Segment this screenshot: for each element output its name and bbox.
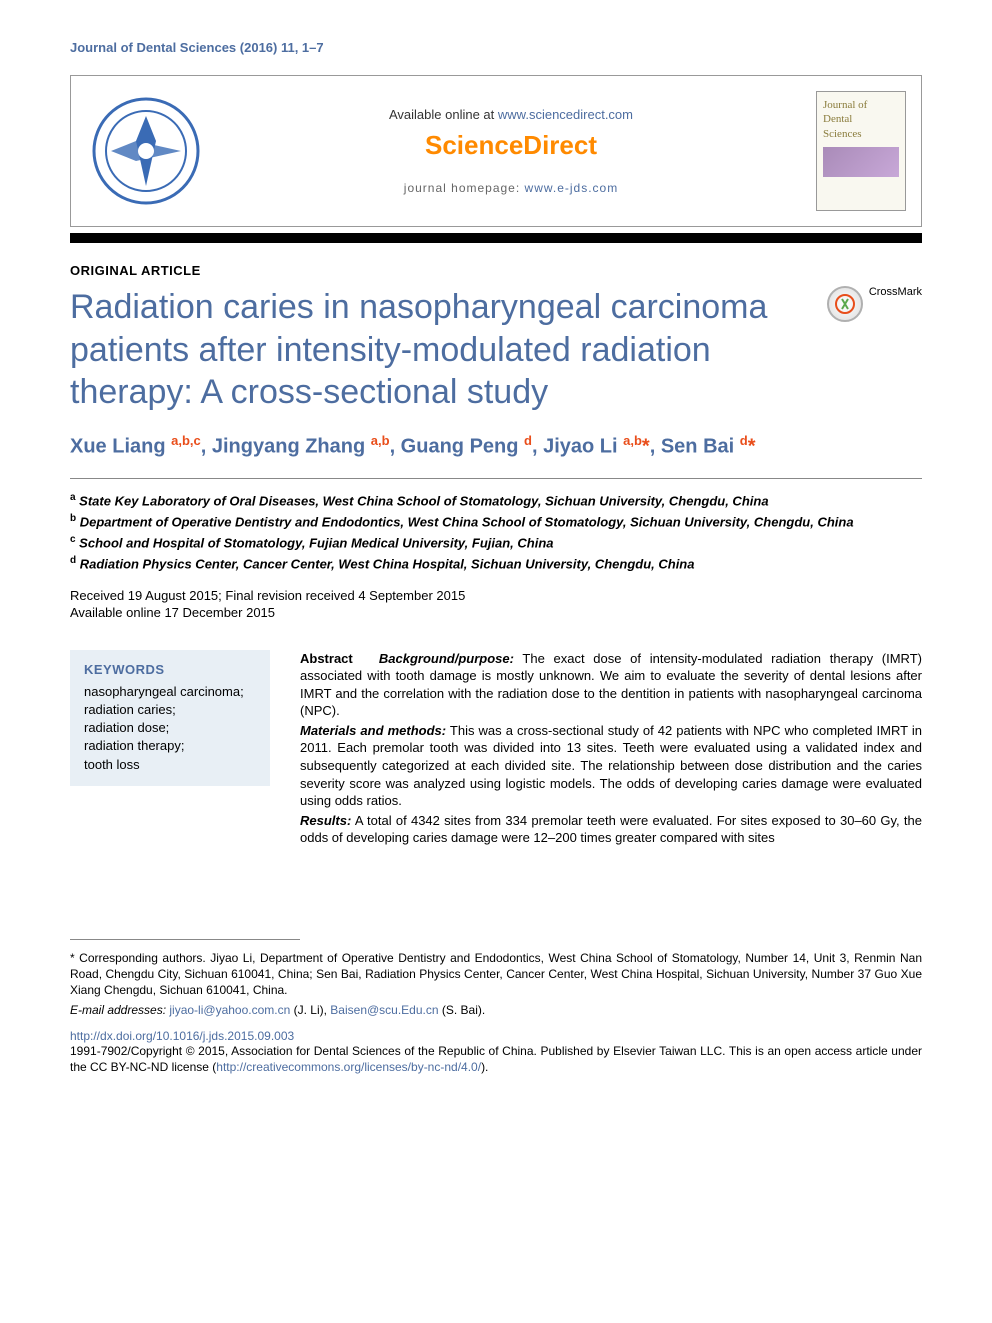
email-addresses: E-mail addresses: jiyao-li@yahoo.com.cn … bbox=[70, 1002, 922, 1018]
divider-bar bbox=[70, 233, 922, 243]
affiliation-item: c School and Hospital of Stomatology, Fu… bbox=[70, 533, 922, 552]
corresponding-author-note: * Corresponding authors. Jiyao Li, Depar… bbox=[70, 950, 922, 999]
abstract-background-head: Background/purpose: bbox=[379, 651, 514, 666]
email-label: E-mail addresses: bbox=[70, 1003, 169, 1017]
journal-cover-thumbnail: Journal of Dental Sciences bbox=[816, 91, 906, 211]
crossmark-badge[interactable]: CrossMark bbox=[827, 286, 922, 432]
sciencedirect-link[interactable]: www.sciencedirect.com bbox=[498, 107, 633, 122]
footnote-divider bbox=[70, 939, 300, 940]
dates-online: Available online 17 December 2015 bbox=[70, 605, 275, 620]
affiliation-item: d Radiation Physics Center, Cancer Cente… bbox=[70, 554, 922, 573]
article-dates: Received 19 August 2015; Final revision … bbox=[70, 587, 922, 622]
copyright-prefix: 1991-7902/Copyright © 2015, Association … bbox=[70, 1044, 922, 1074]
affiliations: a State Key Laboratory of Oral Diseases,… bbox=[70, 491, 922, 573]
article-type: ORIGINAL ARTICLE bbox=[70, 263, 922, 278]
crossmark-label: CrossMark bbox=[869, 286, 922, 298]
keyword-item: radiation therapy; bbox=[84, 737, 256, 755]
homepage-link[interactable]: www.e-jds.com bbox=[525, 181, 619, 195]
header-block: Available online at www.sciencedirect.co… bbox=[70, 75, 922, 227]
email-who-1: (J. Li), bbox=[290, 1003, 330, 1017]
affiliation-item: a State Key Laboratory of Oral Diseases,… bbox=[70, 491, 922, 510]
cover-image-placeholder bbox=[823, 147, 899, 177]
homepage-text: journal homepage: www.e-jds.com bbox=[226, 181, 796, 195]
journal-reference: Journal of Dental Sciences (2016) 11, 1–… bbox=[70, 40, 922, 55]
header-center: Available online at www.sciencedirect.co… bbox=[226, 91, 796, 211]
cover-title-line: Sciences bbox=[823, 128, 861, 140]
crossmark-icon bbox=[827, 286, 863, 322]
sciencedirect-brand: ScienceDirect bbox=[226, 130, 796, 161]
abstract-label: Abstract bbox=[300, 651, 353, 666]
cover-title-line: Dental bbox=[823, 113, 852, 125]
article-title: Radiation caries in nasopharyngeal carci… bbox=[70, 286, 797, 414]
copyright-suffix: ). bbox=[481, 1060, 488, 1074]
keywords-heading: KEYWORDS bbox=[84, 662, 256, 677]
cc-license-link[interactable]: http://creativecommons.org/licenses/by-n… bbox=[216, 1060, 481, 1074]
abstract-methods-head: Materials and methods: bbox=[300, 723, 446, 738]
dates-received: Received 19 August 2015; Final revision … bbox=[70, 588, 465, 603]
keyword-item: radiation caries; bbox=[84, 701, 256, 719]
keywords-box: KEYWORDS nasopharyngeal carcinoma;radiat… bbox=[70, 650, 270, 786]
homepage-prefix: journal homepage: bbox=[404, 181, 525, 195]
abstract: Abstract Background/purpose: The exact d… bbox=[300, 650, 922, 849]
keyword-item: radiation dose; bbox=[84, 719, 256, 737]
association-seal-logo bbox=[86, 91, 206, 211]
cover-title-line: Journal of bbox=[823, 99, 867, 111]
availability-text: Available online at www.sciencedirect.co… bbox=[226, 107, 796, 122]
email-who-2: (S. Bai). bbox=[439, 1003, 486, 1017]
abstract-results-head: Results: bbox=[300, 813, 351, 828]
affiliation-item: b Department of Operative Dentistry and … bbox=[70, 512, 922, 531]
copyright-notice: 1991-7902/Copyright © 2015, Association … bbox=[70, 1043, 922, 1075]
keyword-item: nasopharyngeal carcinoma; bbox=[84, 683, 256, 701]
email-link-1[interactable]: jiyao-li@yahoo.com.cn bbox=[169, 1003, 290, 1017]
authors-list: Xue Liang a,b,c, Jingyang Zhang a,b, Gua… bbox=[70, 432, 922, 461]
availability-prefix: Available online at bbox=[389, 107, 498, 122]
email-link-2[interactable]: Baisen@scu.Edu.cn bbox=[330, 1003, 438, 1017]
doi-link[interactable]: http://dx.doi.org/10.1016/j.jds.2015.09.… bbox=[70, 1029, 922, 1043]
author-divider bbox=[70, 478, 922, 479]
abstract-results-text: A total of 4342 sites from 334 premolar … bbox=[300, 813, 922, 846]
keyword-item: tooth loss bbox=[84, 756, 256, 774]
